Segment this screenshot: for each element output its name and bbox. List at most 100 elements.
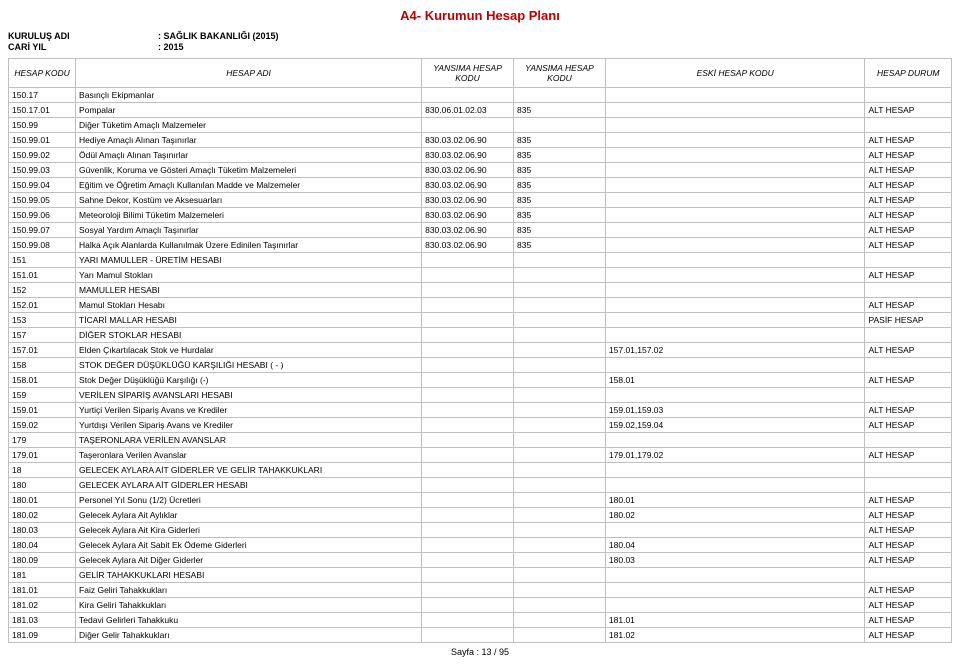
cell-status: ALT HESAP — [865, 403, 952, 418]
cell-status — [865, 283, 952, 298]
cell-status: ALT HESAP — [865, 418, 952, 433]
cell-refl2 — [514, 493, 606, 508]
table-row: 181.02Kira Geliri TahakkuklarıALT HESAP — [9, 598, 952, 613]
header-row-kurulus: KURULUŞ ADI : SAĞLIK BAKANLIĞI (2015) — [8, 31, 952, 41]
kurulus-value: : SAĞLIK BAKANLIĞI (2015) — [158, 31, 279, 41]
cell-refl2: 835 — [514, 193, 606, 208]
cell-name: GELECEK AYLARA AİT GİDERLER HESABI — [76, 478, 422, 493]
cell-refl1 — [422, 613, 514, 628]
cell-refl2 — [514, 313, 606, 328]
cell-refl1 — [422, 448, 514, 463]
table-row: 180.02Gelecek Aylara Ait Aylıklar180.02A… — [9, 508, 952, 523]
cell-name: Gelecek Aylara Ait Sabit Ek Ödeme Giderl… — [76, 538, 422, 553]
cell-code: 159 — [9, 388, 76, 403]
table-row: 152MAMULLER HESABI — [9, 283, 952, 298]
cell-name: GELİR TAHAKKUKLARI HESABI — [76, 568, 422, 583]
cell-code: 150.99.05 — [9, 193, 76, 208]
cell-status — [865, 388, 952, 403]
cell-refl2 — [514, 328, 606, 343]
cell-code: 180.04 — [9, 538, 76, 553]
cell-old: 180.01 — [605, 493, 865, 508]
cell-status: PASİF HESAP — [865, 313, 952, 328]
cell-status: ALT HESAP — [865, 508, 952, 523]
cell-code: 158.01 — [9, 373, 76, 388]
cell-name: Eğitim ve Öğretim Amaçlı Kullanılan Madd… — [76, 178, 422, 193]
cell-refl1 — [422, 553, 514, 568]
cell-refl2 — [514, 628, 606, 643]
table-row: 150.99.08Halka Açık Alanlarda Kullanılma… — [9, 238, 952, 253]
cell-old — [605, 163, 865, 178]
cell-refl1 — [422, 343, 514, 358]
cell-code: 150.99 — [9, 118, 76, 133]
cell-refl2 — [514, 463, 606, 478]
cell-refl1 — [422, 418, 514, 433]
cell-name: Mamul Stokları Hesabı — [76, 298, 422, 313]
cell-status: ALT HESAP — [865, 523, 952, 538]
table-row: 180.04Gelecek Aylara Ait Sabit Ek Ödeme … — [9, 538, 952, 553]
cell-code: 150.99.06 — [9, 208, 76, 223]
cell-refl2: 835 — [514, 133, 606, 148]
cell-code: 150.99.07 — [9, 223, 76, 238]
cell-refl2: 835 — [514, 178, 606, 193]
cell-code: 157 — [9, 328, 76, 343]
cell-refl2 — [514, 268, 606, 283]
table-row: 179.01Taşeronlara Verilen Avanslar179.01… — [9, 448, 952, 463]
table-row: 150.17.01Pompalar830.06.01.02.03835ALT H… — [9, 103, 952, 118]
table-row: 150.99.06Meteoroloji Bilimi Tüketim Malz… — [9, 208, 952, 223]
cell-code: 152 — [9, 283, 76, 298]
cell-refl1: 830.03.02.06.90 — [422, 193, 514, 208]
cell-refl1 — [422, 463, 514, 478]
cell-refl1 — [422, 628, 514, 643]
col-header-name: HESAP ADI — [76, 59, 422, 88]
cell-old — [605, 193, 865, 208]
cell-old — [605, 358, 865, 373]
cell-old — [605, 88, 865, 103]
cell-name: Yurtiçi Verilen Sipariş Avans ve Kredile… — [76, 403, 422, 418]
cell-refl1: 830.03.02.06.90 — [422, 178, 514, 193]
cell-code: 151 — [9, 253, 76, 268]
table-row: 158.01Stok Değer Düşüklüğü Karşılığı (-)… — [9, 373, 952, 388]
cell-refl1 — [422, 118, 514, 133]
cell-code: 179 — [9, 433, 76, 448]
cell-old: 180.04 — [605, 538, 865, 553]
cell-code: 150.17.01 — [9, 103, 76, 118]
accounts-table: HESAP KODU HESAP ADI YANSIMA HESAP KODU … — [8, 58, 952, 643]
cell-refl1: 830.03.02.06.90 — [422, 208, 514, 223]
cell-refl1: 830.03.02.06.90 — [422, 223, 514, 238]
cell-refl1 — [422, 568, 514, 583]
cell-code: 158 — [9, 358, 76, 373]
table-row: 159VERİLEN SİPARİŞ AVANSLARI HESABI — [9, 388, 952, 403]
cell-old — [605, 568, 865, 583]
cell-refl1 — [422, 358, 514, 373]
cell-refl1 — [422, 508, 514, 523]
cell-refl2: 835 — [514, 103, 606, 118]
cell-old — [605, 463, 865, 478]
table-row: 150.17Basınçlı Ekipmanlar — [9, 88, 952, 103]
cell-refl1 — [422, 403, 514, 418]
cell-refl1 — [422, 313, 514, 328]
cell-name: Ödül Amaçlı Alınan Taşınırlar — [76, 148, 422, 163]
cell-code: 151.01 — [9, 268, 76, 283]
cell-name: Gelecek Aylara Ait Diğer Giderler — [76, 553, 422, 568]
cell-refl1: 830.03.02.06.90 — [422, 163, 514, 178]
cell-code: 150.99.08 — [9, 238, 76, 253]
cell-name: Yurtdışı Verilen Sipariş Avans ve Kredil… — [76, 418, 422, 433]
cell-refl2 — [514, 568, 606, 583]
cell-code: 150.17 — [9, 88, 76, 103]
cell-refl2 — [514, 388, 606, 403]
cell-status: ALT HESAP — [865, 628, 952, 643]
cell-refl2 — [514, 283, 606, 298]
cell-old — [605, 268, 865, 283]
cell-status: ALT HESAP — [865, 163, 952, 178]
cell-status: ALT HESAP — [865, 208, 952, 223]
cell-name: Gelecek Aylara Ait Aylıklar — [76, 508, 422, 523]
cell-name: Personel Yıl Sonu (1/2) Ücretleri — [76, 493, 422, 508]
cell-refl2 — [514, 433, 606, 448]
cell-refl2 — [514, 418, 606, 433]
cell-old: 159.02,159.04 — [605, 418, 865, 433]
cell-refl2 — [514, 598, 606, 613]
table-row: 150.99.04Eğitim ve Öğretim Amaçlı Kullan… — [9, 178, 952, 193]
cell-old — [605, 223, 865, 238]
cell-refl2 — [514, 538, 606, 553]
table-row: 150.99Diğer Tüketim Amaçlı Malzemeler — [9, 118, 952, 133]
